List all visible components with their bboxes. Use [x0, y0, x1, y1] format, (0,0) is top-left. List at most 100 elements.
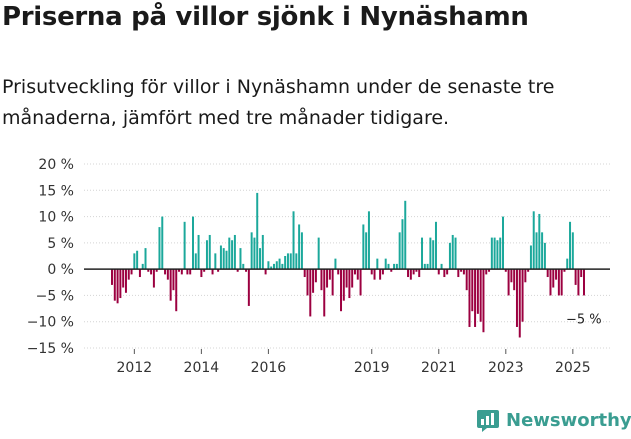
bar	[183, 221, 186, 270]
bar	[502, 216, 504, 270]
bar	[245, 269, 248, 272]
bar	[164, 269, 167, 275]
bar	[124, 269, 127, 293]
bar	[485, 269, 488, 275]
bar	[443, 269, 446, 278]
bar	[172, 269, 175, 291]
y-tick-label: −10 %	[27, 315, 74, 331]
bar	[448, 242, 451, 270]
bar	[261, 234, 264, 270]
bar	[446, 269, 449, 275]
bar	[222, 248, 225, 270]
bar	[158, 227, 161, 270]
bar	[272, 263, 275, 270]
bar	[387, 263, 390, 270]
y-tick-label: 0 %	[47, 262, 74, 278]
bar	[228, 237, 231, 270]
bar	[264, 269, 267, 275]
bar	[138, 269, 141, 278]
bar	[510, 269, 513, 283]
bar	[136, 250, 139, 270]
bar	[390, 269, 393, 272]
bar	[200, 269, 203, 278]
x-tick-label: 2012	[117, 360, 153, 375]
bar	[122, 269, 125, 288]
bar	[340, 269, 343, 312]
bar	[465, 269, 468, 291]
bar	[144, 248, 147, 270]
bar	[194, 253, 197, 270]
bar	[415, 269, 418, 272]
bar	[113, 269, 116, 301]
bar	[476, 269, 479, 314]
x-tick-label: 2021	[421, 360, 457, 375]
bar	[499, 237, 502, 270]
bar	[365, 232, 368, 270]
bar	[566, 258, 569, 270]
bar	[421, 237, 424, 270]
bar	[504, 269, 507, 272]
bar	[555, 269, 558, 280]
bar	[231, 240, 234, 270]
bar	[205, 240, 208, 270]
bar	[437, 269, 440, 275]
bar	[407, 269, 410, 278]
bar	[418, 269, 421, 278]
bar	[278, 258, 281, 270]
bar	[557, 269, 560, 296]
bar	[270, 266, 273, 270]
bar	[312, 269, 315, 293]
bar	[384, 258, 387, 270]
bar	[219, 245, 222, 270]
bar	[577, 269, 580, 296]
bar	[337, 269, 340, 275]
bar	[217, 269, 220, 272]
bar	[440, 263, 443, 270]
bar	[583, 269, 585, 296]
bar	[275, 261, 278, 270]
bar	[471, 269, 474, 312]
bar	[527, 269, 530, 272]
bar	[192, 216, 194, 270]
bar	[303, 269, 306, 278]
bar	[150, 269, 153, 275]
bar	[175, 269, 178, 312]
y-tick-label: −15 %	[27, 341, 74, 357]
newsworthy-logo: Newsworthy	[476, 408, 631, 432]
x-axis-ticks: 2012 2014 2016 2019 2021 2023 2025	[117, 349, 591, 375]
bar	[300, 232, 303, 270]
bar	[373, 269, 376, 280]
bar	[253, 237, 256, 270]
bar	[259, 248, 262, 270]
y-tick-label: −5 %	[36, 288, 74, 304]
bar	[133, 253, 136, 270]
bar	[286, 253, 289, 270]
bar	[574, 269, 577, 285]
bar	[323, 269, 326, 317]
bar	[488, 269, 491, 272]
bar	[178, 269, 181, 272]
bar	[295, 253, 298, 270]
bar	[429, 237, 432, 270]
bar	[521, 269, 524, 322]
bar	[147, 269, 150, 272]
bar	[367, 211, 370, 270]
bar	[546, 269, 549, 278]
bar	[359, 269, 362, 296]
bar	[197, 234, 200, 270]
bar	[141, 263, 144, 270]
bar	[309, 269, 312, 317]
x-tick-label: 2025	[555, 360, 591, 375]
bar	[225, 250, 228, 270]
bar	[493, 237, 496, 270]
bar	[320, 269, 323, 291]
bar	[256, 192, 259, 270]
bar	[242, 263, 245, 270]
bar	[328, 269, 331, 280]
bar	[538, 213, 541, 270]
bar	[289, 253, 292, 270]
bar	[317, 237, 320, 270]
bar	[370, 269, 373, 275]
bar	[208, 234, 211, 270]
bar	[479, 269, 482, 322]
